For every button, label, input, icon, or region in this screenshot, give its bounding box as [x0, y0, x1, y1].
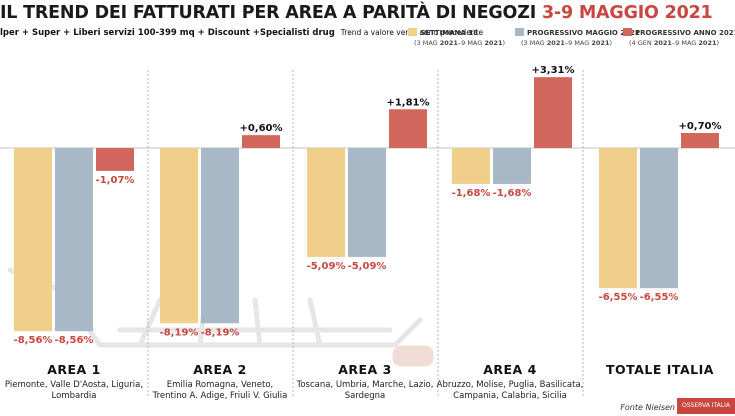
value-label-2-1: -8,19%	[160, 327, 199, 338]
category-desc-2-2: Trentino A. Adige, Friuli V. Giulia	[152, 391, 288, 401]
category-name-5: TOTALE ITALIA	[606, 362, 714, 377]
bar-2-1	[160, 148, 198, 324]
legend-period-1: (3 MAG 2021–9 MAG 2021)	[414, 39, 505, 47]
value-label-1-2: -8,56%	[55, 335, 94, 346]
bar-5-3	[681, 133, 719, 148]
value-label-3-2: -5,09%	[348, 261, 387, 272]
bar-2-3	[242, 135, 280, 148]
publisher-logo: OSSERVA ITALIA	[677, 398, 735, 414]
bar-3-3	[389, 109, 427, 148]
value-label-5-2: -6,55%	[640, 292, 679, 303]
legend-item-2: PROGRESSIVO MAGGIO 2021 (3 MAG 2021–9 MAG…	[515, 28, 640, 47]
category-desc-2-1: Emilia Romagna, Veneto,	[167, 380, 274, 390]
category-name-1: AREA 1	[47, 362, 101, 377]
value-label-3-3: +1,81%	[386, 97, 429, 108]
bar-2-2	[201, 148, 239, 324]
legend-swatch-2	[515, 28, 524, 36]
value-label-5-3: +0,70%	[678, 121, 721, 132]
source-note: Fonte Nielsen	[620, 403, 675, 412]
bars: -8,56% -8,56% -1,07% -8,19% -8,19% +0,60% -5,0…	[14, 65, 722, 346]
category-desc-4-2: Campania, Calabria, Sicilia	[453, 391, 567, 401]
chart-title-highlight: 3-9 MAGGIO 2021	[541, 3, 713, 23]
category-desc-1-2: Lombardia	[52, 391, 97, 401]
value-label-4-2: -1,68%	[493, 188, 532, 199]
legend-period-3: (4 GEN 2021–9 MAG 2021)	[629, 39, 719, 47]
bar-1-1	[14, 148, 52, 332]
bar-5-2	[640, 148, 678, 289]
subtitle-main: lper + Super + Liberi servizi 100-399 mq…	[0, 28, 335, 38]
category-desc-3-1: Toscana, Umbria, Marche, Lazio,	[296, 380, 434, 390]
value-label-1-1: -8,56%	[14, 335, 53, 346]
value-label-4-3: +3,31%	[531, 65, 574, 76]
legend-item-3: PROGRESSIVO ANNO 2021 (4 GEN 2021–9 MAG 2…	[623, 28, 735, 47]
legend: SETTIMANA 18(3 MAG 2021–9 MAG 2021)PROGR…	[408, 28, 735, 47]
bar-4-2	[493, 148, 531, 184]
bar-1-3	[96, 148, 134, 171]
bar-1-2	[55, 148, 93, 332]
category-desc-3-2: Sardegna	[345, 391, 386, 401]
chart-title-main: IL TREND DEI FATTURATI PER AREA A PARITÀ…	[0, 3, 537, 23]
category-desc-1-1: Piemonte, Valle D'Aosta, Liguria,	[5, 380, 143, 390]
category-name-2: AREA 2	[193, 362, 247, 377]
category-name-3: AREA 3	[338, 362, 392, 377]
category-labels: AREA 1 Piemonte, Valle D'Aosta, Liguria,L…	[5, 362, 714, 401]
legend-name-2: PROGRESSIVO MAGGIO 2021	[527, 29, 640, 37]
bar-3-1	[307, 148, 345, 257]
bar-4-3	[534, 77, 572, 148]
bar-3-2	[348, 148, 386, 257]
value-label-3-1: -5,09%	[307, 261, 346, 272]
legend-period-2: (3 MAG 2021–9 MAG 2021)	[521, 39, 612, 47]
value-label-1-3: -1,07%	[96, 175, 135, 186]
value-label-5-1: -6,55%	[599, 292, 638, 303]
legend-swatch-1	[408, 28, 417, 36]
legend-name-1: SETTIMANA 18	[420, 29, 478, 37]
value-label-4-1: -1,68%	[452, 188, 491, 199]
category-desc-4-1: Abruzzo, Molise, Puglia, Basilicata,	[437, 380, 584, 390]
value-label-2-2: -8,19%	[201, 327, 240, 338]
value-label-2-3: +0,60%	[239, 123, 282, 134]
bar-5-1	[599, 148, 637, 289]
category-name-4: AREA 4	[483, 362, 537, 377]
legend-item-1: SETTIMANA 18 (3 MAG 2021–9 MAG 2021)	[408, 28, 505, 47]
legend-name-3: PROGRESSIVO ANNO 2021	[635, 29, 735, 37]
chart-title: IL TREND DEI FATTURATI PER AREA A PARITÀ…	[0, 0, 735, 26]
legend-swatch-3	[623, 28, 632, 36]
bar-4-1	[452, 148, 490, 184]
